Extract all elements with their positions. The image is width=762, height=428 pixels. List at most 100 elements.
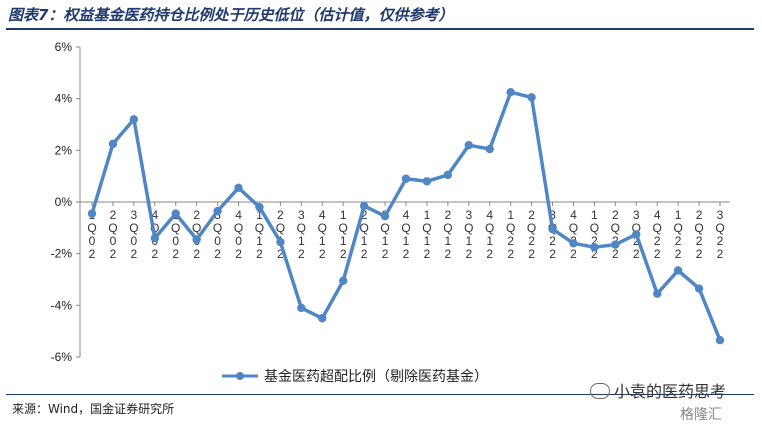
x-tick-label: 2	[403, 247, 410, 261]
x-tick-label: Q	[276, 221, 285, 235]
data-point	[590, 243, 599, 252]
x-tick-label: 2	[465, 247, 472, 261]
data-point	[255, 202, 264, 212]
x-tick-label: 2	[193, 208, 200, 222]
data-point	[318, 314, 327, 323]
x-tick-label: 2	[633, 234, 640, 248]
x-tick-label: 2	[507, 247, 514, 261]
x-tick-label: 2	[654, 234, 661, 248]
x-tick-label: Q	[318, 221, 327, 235]
x-tick-label: 2	[131, 247, 138, 261]
x-tick-label: 2	[507, 234, 514, 248]
x-tick-label: Q	[422, 221, 431, 235]
x-tick-label: Q	[192, 221, 201, 235]
data-point	[611, 240, 620, 249]
x-tick-label: Q	[694, 221, 703, 235]
x-tick-label: 2	[696, 208, 703, 222]
x-tick-label: 2	[110, 247, 117, 261]
x-tick-label: 2	[445, 247, 452, 261]
data-point	[443, 170, 453, 180]
x-tick-label: Q	[87, 221, 96, 235]
x-tick-label: 0	[172, 234, 179, 248]
x-tick-label: 1	[465, 234, 472, 248]
watermark-text: 小袁的医药思考	[614, 382, 727, 401]
x-tick-label: Q	[359, 221, 368, 235]
x-tick-label: 0	[235, 234, 242, 248]
x-tick-label: 3	[717, 208, 724, 222]
x-tick-label: 2	[528, 234, 535, 248]
y-tick-label: -4%	[51, 298, 73, 312]
footer-divider	[6, 394, 754, 395]
x-tick-label: 3	[298, 208, 305, 222]
y-tick-label: 4%	[55, 92, 73, 106]
data-point	[380, 212, 390, 221]
x-tick-label: 3	[549, 208, 556, 222]
x-tick-label: Q	[464, 221, 473, 235]
x-tick-label: Q	[485, 221, 494, 235]
x-tick-label: Q	[129, 221, 138, 235]
x-tick-label: Q	[673, 221, 682, 235]
x-tick-label: Q	[632, 221, 641, 235]
x-tick-label: 4	[654, 208, 661, 222]
x-tick-label: 2	[549, 234, 556, 248]
x-tick-label: Q	[234, 221, 243, 235]
x-tick-label: 2	[110, 208, 117, 222]
x-tick-label: 4	[151, 208, 158, 222]
data-point	[339, 276, 348, 285]
data-point	[506, 88, 515, 97]
x-tick-label: 1	[445, 234, 452, 248]
x-tick-label: 2	[361, 208, 368, 222]
x-tick-label: 1	[675, 208, 682, 222]
x-tick-label: 1	[424, 208, 431, 222]
x-tick-label: 2	[214, 247, 221, 261]
source-note: 来源：Wind，国金证券研究所	[12, 402, 175, 416]
x-tick-label: Q	[108, 221, 117, 235]
x-tick-label: Q	[611, 221, 620, 235]
data-point	[464, 140, 473, 150]
x-tick-label: 2	[298, 247, 305, 261]
x-tick-label: 2	[361, 247, 368, 261]
x-tick-label: 2	[612, 208, 619, 222]
x-tick-label: Q	[297, 221, 306, 235]
x-tick-label: 1	[382, 234, 389, 248]
x-tick-label: 2	[277, 208, 284, 222]
x-tick-label: 2	[591, 234, 598, 248]
data-point	[653, 289, 662, 298]
x-tick-label: 2	[486, 247, 493, 261]
data-point	[548, 224, 557, 234]
x-tick-label: Q	[150, 221, 159, 235]
x-tick-label: 1	[319, 234, 326, 248]
y-tick-label: -2%	[51, 247, 73, 261]
data-point	[192, 235, 201, 244]
x-tick-label: 0	[131, 234, 138, 248]
watermark: 小袁的医药思考	[590, 378, 726, 402]
x-tick-label: 0	[89, 234, 96, 248]
data-point	[297, 303, 306, 313]
x-tick-label: Q	[590, 221, 599, 235]
x-tick-label: 1	[361, 234, 368, 248]
x-tick-label: 3	[633, 208, 640, 222]
x-tick-label: 4	[486, 208, 493, 222]
legend: 基金医药超配比例（剔除医药基金）	[222, 366, 488, 386]
x-tick-label: Q	[527, 221, 536, 235]
x-tick-label: 0	[214, 234, 221, 248]
chart-title: 图表7：权益基金医药持仓比例处于历史低位（估计值，仅供参考）	[8, 6, 454, 24]
x-tick-label: 2	[675, 234, 682, 248]
x-tick-label: 2	[319, 247, 326, 261]
x-tick-label: Q	[339, 221, 348, 235]
data-point	[359, 201, 369, 211]
legend-label: 基金医药超配比例（剔除医药基金）	[264, 369, 488, 385]
title-divider	[6, 28, 754, 30]
x-tick-label: 1	[403, 234, 410, 248]
data-point	[485, 144, 494, 154]
data-point	[171, 209, 180, 218]
data-point	[632, 230, 641, 239]
x-tick-label: Q	[380, 221, 389, 235]
wechat-icon	[590, 383, 610, 399]
x-tick-label: 1	[486, 234, 493, 248]
x-tick-label: 4	[235, 208, 242, 222]
x-tick-label: 2	[717, 247, 724, 261]
x-tick-label: 2	[277, 247, 284, 261]
x-tick-label: 1	[591, 208, 598, 222]
x-tick-label: Q	[171, 221, 180, 235]
